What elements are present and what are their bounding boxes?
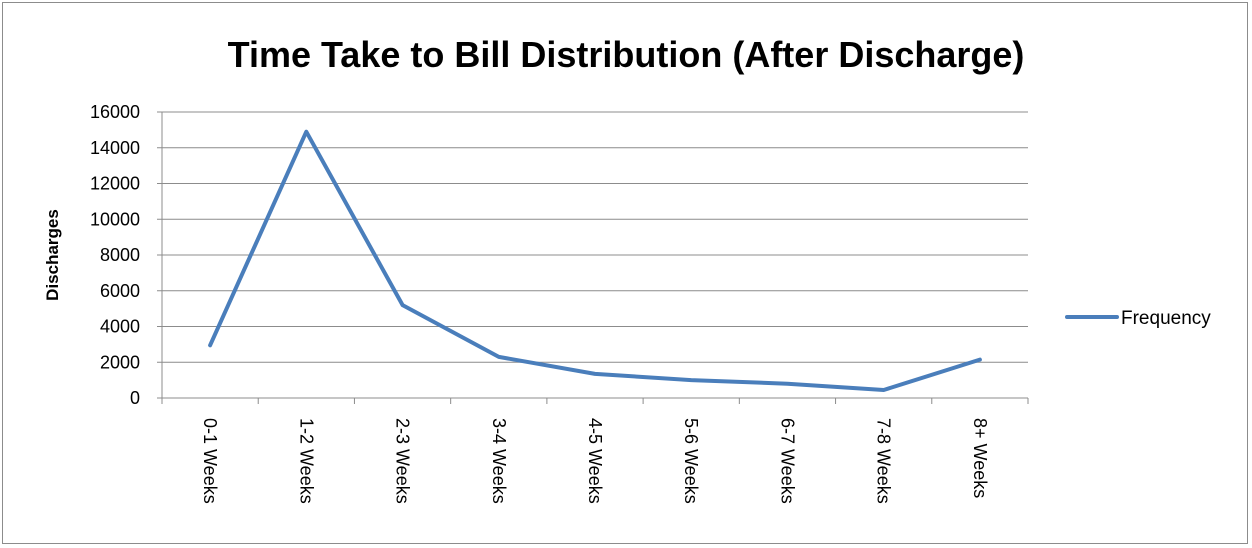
x-tick-label: 3-4 Weeks [489,418,509,504]
x-tick-label: 0-1 Weeks [200,418,220,504]
y-tick-labels: 0 2000 4000 6000 8000 10000 12000 14000 16000 [90,102,140,408]
x-tick-label: 4-5 Weeks [585,418,605,504]
y-tick-label: 10000 [90,209,140,229]
chart-title: Time Take to Bill Distribution (After Di… [227,34,1025,75]
y-axis-label: Discharges [43,209,62,301]
y-tick-label: 12000 [90,174,140,194]
x-tick-label: 8+ Weeks [970,418,990,498]
x-tick-labels: 0-1 Weeks 1-2 Weeks 2-3 Weeks 3-4 Weeks 4-5 … [200,418,990,504]
data-point [402,304,404,306]
x-tick-label: 5-6 Weeks [681,418,701,504]
data-point [305,131,307,133]
x-tick-label: 1-2 Weeks [296,418,316,504]
y-tick-label: 6000 [100,281,140,301]
series-lines [208,129,982,392]
x-tick-label: 7-8 Weeks [874,418,894,504]
x-tick-label: 6-7 Weeks [777,418,797,504]
data-point [209,344,211,346]
y-tick-label: 2000 [100,352,140,372]
y-tick-label: 8000 [100,245,140,265]
x-tick-label: 2-3 Weeks [393,418,413,504]
y-tick-label: 16000 [90,102,140,122]
axes [157,111,1029,404]
series-line-frequency [208,129,982,392]
gridlines [162,111,1028,363]
data-point [883,389,885,391]
legend-label-frequency: Frequency [1121,308,1211,329]
data-point [786,383,788,385]
data-point [594,373,596,375]
data-point [979,359,981,361]
legend: Frequency [1065,308,1211,329]
y-tick-label: 14000 [90,138,140,158]
y-tick-label: 0 [130,388,140,408]
data-point [690,379,692,381]
data-point [498,356,500,358]
y-tick-label: 4000 [100,317,140,337]
